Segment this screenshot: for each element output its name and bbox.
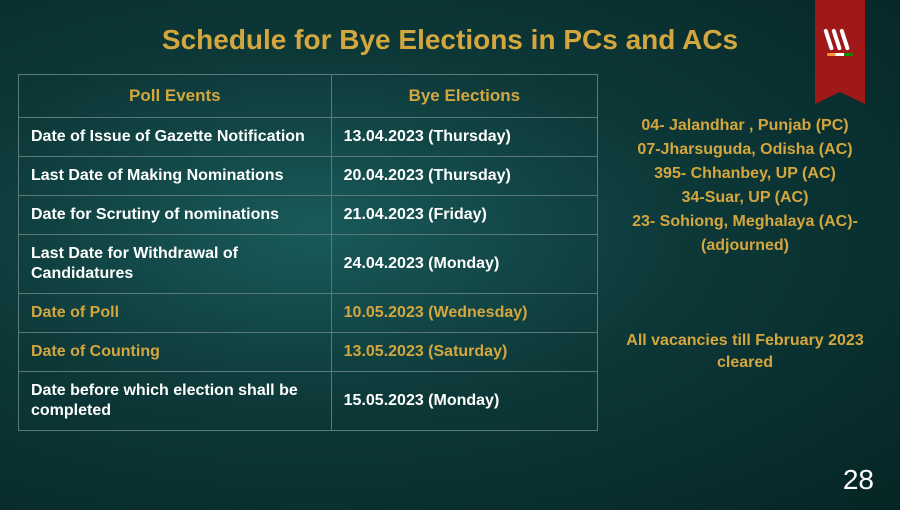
- constituency-list: 04- Jalandhar , Punjab (PC)07-Jharsuguda…: [618, 114, 872, 258]
- cell-date: 21.04.2023 (Friday): [331, 196, 597, 235]
- cell-event: Date of Counting: [19, 333, 332, 372]
- page-number: 28: [843, 464, 874, 496]
- table-header-row: Poll Events Bye Elections: [19, 75, 598, 118]
- table-row: Date of Issue of Gazette Notification13.…: [19, 118, 598, 157]
- table-row: Date of Counting13.05.2023 (Saturday): [19, 333, 598, 372]
- cell-date: 13.04.2023 (Thursday): [331, 118, 597, 157]
- vacancy-note: All vacancies till February 2023 cleared: [618, 330, 872, 375]
- cell-date: 20.04.2023 (Thursday): [331, 157, 597, 196]
- header-poll-events: Poll Events: [19, 75, 332, 118]
- page-title: Schedule for Bye Elections in PCs and AC…: [0, 0, 900, 74]
- constituency-item: 07-Jharsuguda, Odisha (AC): [618, 138, 872, 162]
- table-row: Last Date for Withdrawal of Candidatures…: [19, 235, 598, 294]
- cell-event: Last Date for Withdrawal of Candidatures: [19, 235, 332, 294]
- constituency-item: 395- Chhanbey, UP (AC): [618, 162, 872, 186]
- cell-event: Date of Poll: [19, 294, 332, 333]
- side-panel: 04- Jalandhar , Punjab (PC)07-Jharsuguda…: [618, 74, 882, 431]
- table-row: Last Date of Making Nominations20.04.202…: [19, 157, 598, 196]
- cell-event: Date for Scrutiny of nominations: [19, 196, 332, 235]
- content-area: Poll Events Bye Elections Date of Issue …: [0, 74, 900, 431]
- cell-event: Last Date of Making Nominations: [19, 157, 332, 196]
- schedule-table: Poll Events Bye Elections Date of Issue …: [18, 74, 598, 431]
- eci-logo-icon: [823, 24, 857, 58]
- header-bye-elections: Bye Elections: [331, 75, 597, 118]
- cell-date: 10.05.2023 (Wednesday): [331, 294, 597, 333]
- table-row: Date of Poll10.05.2023 (Wednesday): [19, 294, 598, 333]
- constituency-item: 34-Suar, UP (AC): [618, 186, 872, 210]
- constituency-item: 04- Jalandhar , Punjab (PC): [618, 114, 872, 138]
- cell-date: 24.04.2023 (Monday): [331, 235, 597, 294]
- cell-date: 15.05.2023 (Monday): [331, 372, 597, 431]
- table-row: Date before which election shall be comp…: [19, 372, 598, 431]
- cell-event: Date before which election shall be comp…: [19, 372, 332, 431]
- schedule-table-wrap: Poll Events Bye Elections Date of Issue …: [18, 74, 598, 431]
- cell-event: Date of Issue of Gazette Notification: [19, 118, 332, 157]
- table-row: Date for Scrutiny of nominations21.04.20…: [19, 196, 598, 235]
- eci-ribbon: [815, 0, 865, 92]
- cell-date: 13.05.2023 (Saturday): [331, 333, 597, 372]
- constituency-item: 23- Sohiong, Meghalaya (AC)-(adjourned): [618, 210, 872, 258]
